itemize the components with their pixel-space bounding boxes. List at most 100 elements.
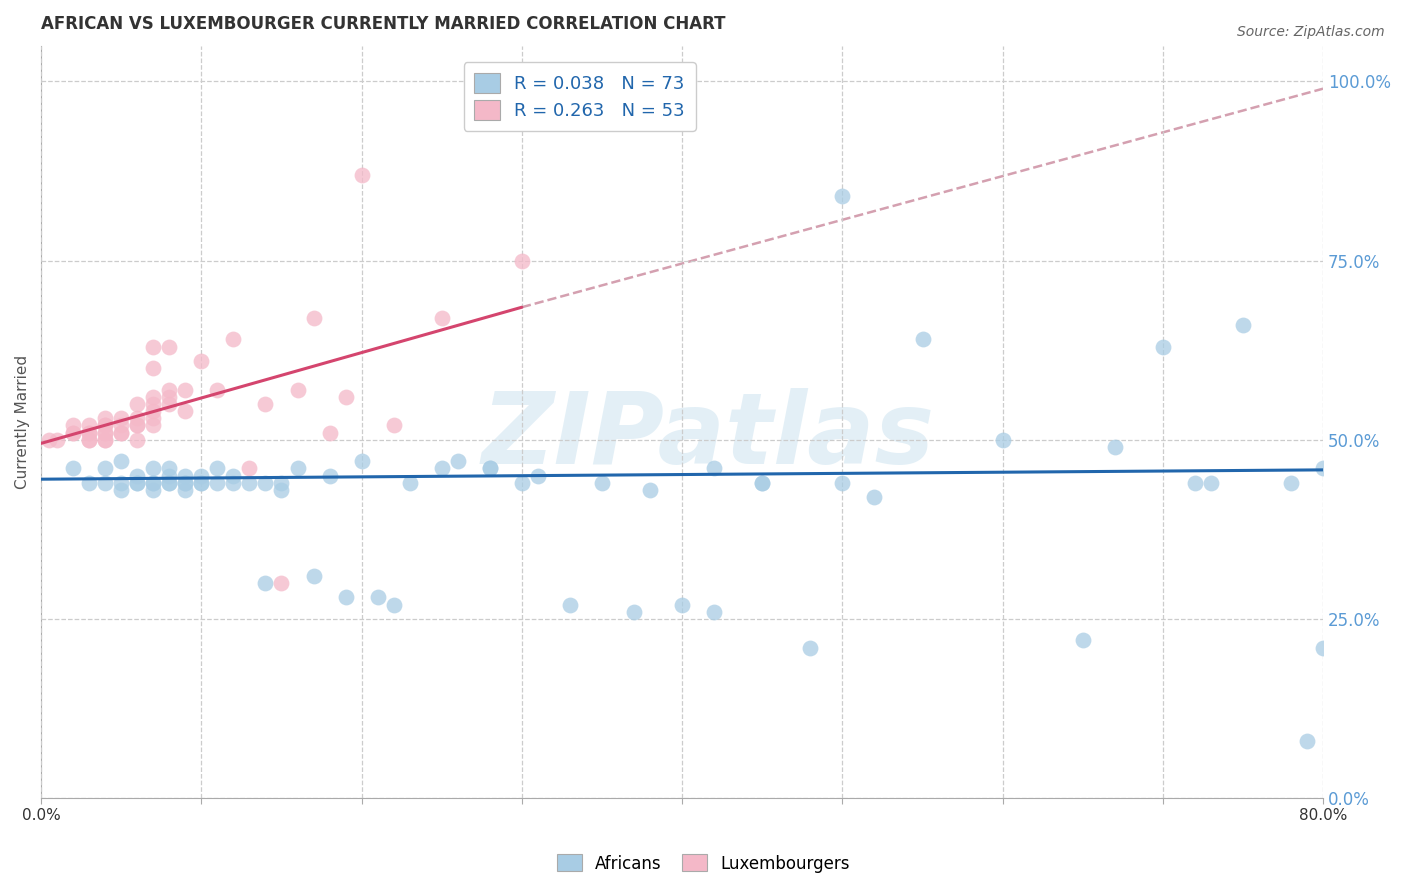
Point: [94, 425, 117, 440]
Point: [478, 461, 501, 475]
Point: [382, 598, 405, 612]
Point: [174, 383, 197, 397]
Point: [1312, 461, 1334, 475]
Point: [430, 310, 453, 325]
Point: [831, 189, 853, 203]
Point: [254, 397, 277, 411]
Point: [157, 475, 180, 490]
Point: [350, 454, 373, 468]
Point: [1104, 440, 1126, 454]
Point: [335, 591, 357, 605]
Point: [287, 461, 309, 475]
Point: [94, 461, 117, 475]
Point: [350, 168, 373, 182]
Point: [751, 475, 773, 490]
Point: [46, 433, 69, 447]
Point: [142, 411, 165, 425]
Point: [127, 433, 149, 447]
Point: [110, 483, 132, 497]
Point: [110, 475, 132, 490]
Point: [527, 468, 550, 483]
Point: [62, 418, 84, 433]
Point: [157, 468, 180, 483]
Point: [478, 461, 501, 475]
Point: [157, 461, 180, 475]
Point: [751, 475, 773, 490]
Point: [623, 605, 645, 619]
Point: [222, 475, 245, 490]
Point: [831, 475, 853, 490]
Text: Source: ZipAtlas.com: Source: ZipAtlas.com: [1237, 25, 1385, 39]
Point: [222, 333, 245, 347]
Point: [1071, 633, 1094, 648]
Point: [142, 361, 165, 376]
Point: [77, 425, 100, 440]
Point: [190, 354, 212, 368]
Point: [142, 390, 165, 404]
Point: [367, 591, 389, 605]
Point: [398, 475, 420, 490]
Point: [174, 475, 197, 490]
Point: [382, 418, 405, 433]
Point: [638, 483, 661, 497]
Point: [318, 468, 340, 483]
Point: [1312, 640, 1334, 655]
Point: [142, 475, 165, 490]
Point: [270, 475, 292, 490]
Point: [447, 454, 470, 468]
Point: [127, 411, 149, 425]
Point: [77, 433, 100, 447]
Point: [94, 418, 117, 433]
Point: [94, 418, 117, 433]
Point: [991, 433, 1014, 447]
Point: [157, 340, 180, 354]
Point: [142, 483, 165, 497]
Point: [77, 418, 100, 433]
Point: [591, 475, 613, 490]
Point: [254, 475, 277, 490]
Point: [174, 475, 197, 490]
Point: [302, 569, 325, 583]
Point: [110, 418, 132, 433]
Point: [174, 468, 197, 483]
Point: [863, 490, 886, 504]
Point: [270, 576, 292, 591]
Point: [38, 433, 60, 447]
Point: [1199, 475, 1222, 490]
Point: [1232, 318, 1254, 332]
Point: [190, 468, 212, 483]
Point: [174, 483, 197, 497]
Point: [142, 418, 165, 433]
Point: [142, 397, 165, 411]
Point: [142, 475, 165, 490]
Point: [110, 425, 132, 440]
Legend: R = 0.038   N = 73, R = 0.263   N = 53: R = 0.038 N = 73, R = 0.263 N = 53: [464, 62, 696, 131]
Point: [94, 475, 117, 490]
Point: [110, 425, 132, 440]
Point: [238, 461, 260, 475]
Point: [703, 605, 725, 619]
Point: [157, 383, 180, 397]
Point: [142, 461, 165, 475]
Point: [703, 461, 725, 475]
Point: [911, 333, 934, 347]
Point: [94, 433, 117, 447]
Point: [110, 454, 132, 468]
Point: [62, 425, 84, 440]
Point: [94, 433, 117, 447]
Point: [94, 411, 117, 425]
Point: [238, 475, 260, 490]
Point: [62, 461, 84, 475]
Point: [302, 310, 325, 325]
Point: [287, 383, 309, 397]
Point: [157, 475, 180, 490]
Point: [254, 576, 277, 591]
Point: [1279, 475, 1302, 490]
Point: [77, 433, 100, 447]
Point: [510, 475, 533, 490]
Point: [127, 397, 149, 411]
Point: [157, 390, 180, 404]
Point: [270, 483, 292, 497]
Point: [110, 411, 132, 425]
Point: [335, 390, 357, 404]
